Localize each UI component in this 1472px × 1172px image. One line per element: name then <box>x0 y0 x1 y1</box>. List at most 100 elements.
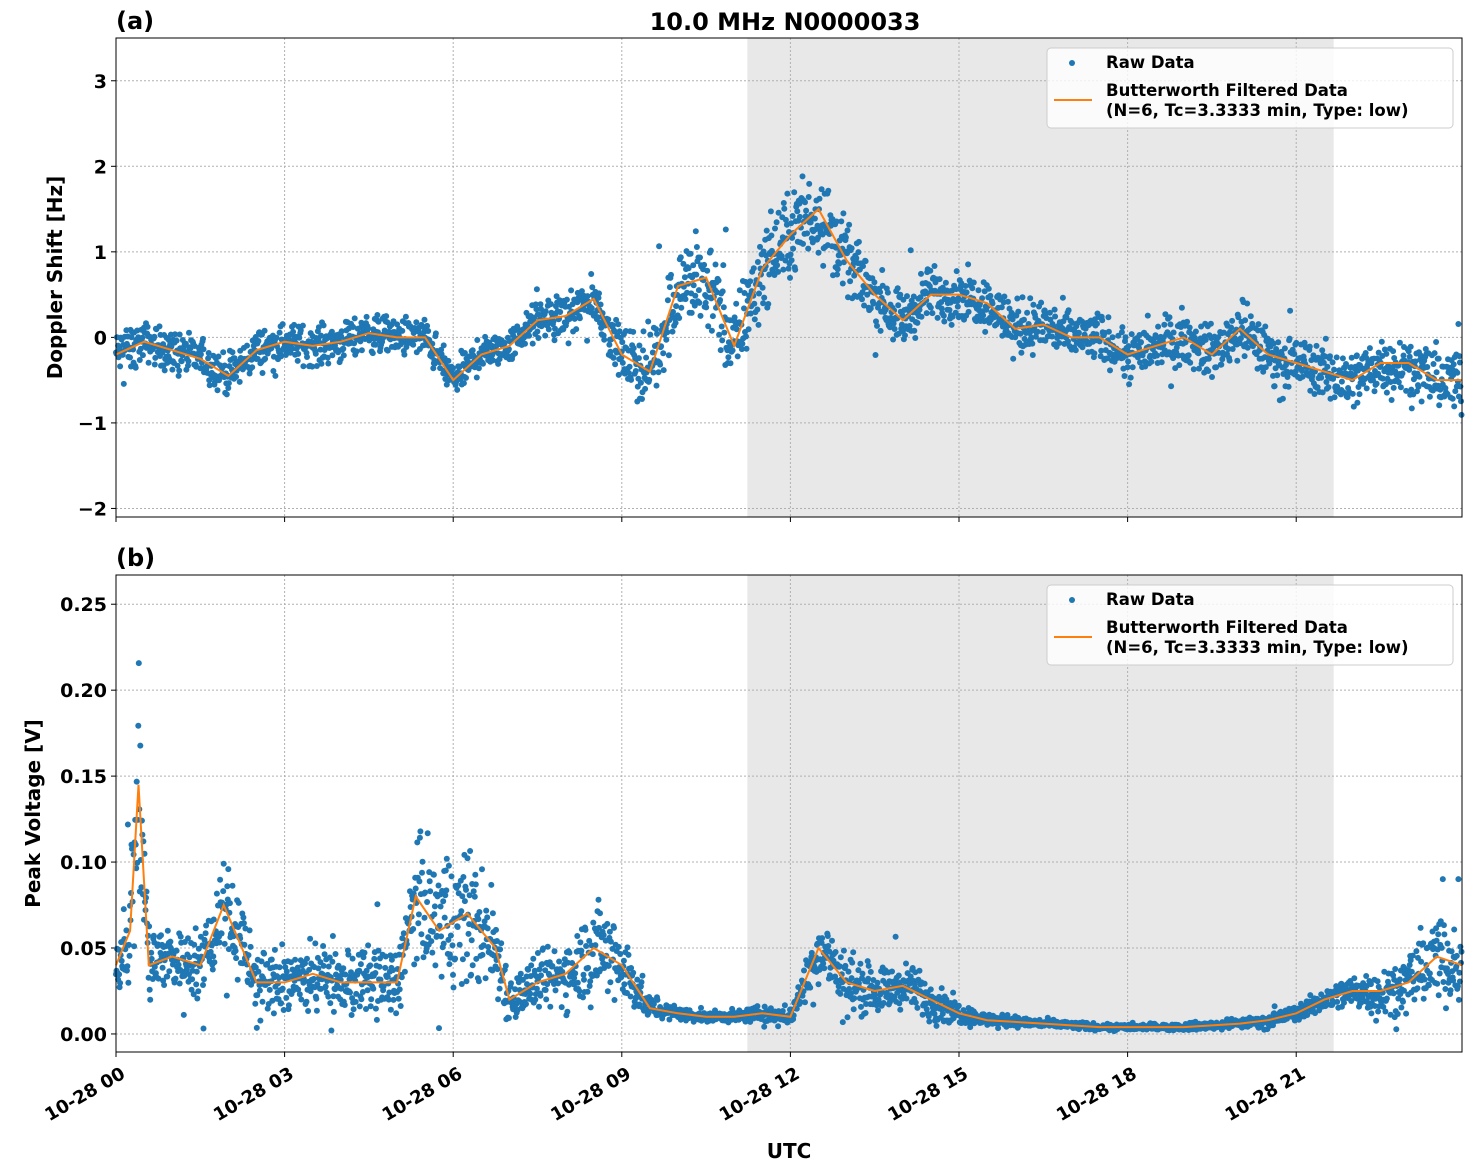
raw-point <box>463 886 469 893</box>
raw-point <box>768 232 775 239</box>
raw-point <box>441 914 448 921</box>
raw-point <box>371 955 378 962</box>
raw-point <box>834 266 841 273</box>
raw-point <box>1271 1003 1278 1010</box>
raw-point <box>596 290 602 297</box>
raw-point <box>177 933 184 940</box>
raw-point <box>906 323 913 329</box>
raw-point <box>469 347 476 354</box>
raw-point <box>178 358 185 365</box>
raw-point <box>916 967 923 974</box>
raw-point <box>709 313 716 320</box>
raw-point <box>995 1025 1002 1032</box>
raw-point <box>1354 399 1361 406</box>
raw-point <box>1388 397 1395 403</box>
raw-point <box>189 976 196 983</box>
raw-point <box>424 830 431 837</box>
raw-point <box>782 257 789 264</box>
raw-point <box>320 322 327 329</box>
raw-point <box>201 976 207 983</box>
raw-point <box>693 244 700 250</box>
x-tick-label: 10-28 15 <box>884 1063 971 1126</box>
raw-point <box>232 947 239 954</box>
raw-point <box>965 261 972 268</box>
raw-point <box>126 952 133 959</box>
raw-point <box>650 369 657 376</box>
raw-point <box>329 958 336 965</box>
raw-point <box>374 901 381 908</box>
raw-point <box>867 968 874 975</box>
raw-point <box>1034 328 1041 335</box>
raw-point <box>1195 350 1202 357</box>
raw-point <box>839 1019 846 1026</box>
raw-point <box>440 940 447 947</box>
raw-point <box>432 330 439 337</box>
panel-b: 10-28 00 10-28 03 10-28 06 10-28 09 10-28 12… <box>21 544 1465 1126</box>
raw-point <box>825 187 832 194</box>
raw-point <box>836 260 843 267</box>
raw-point <box>292 956 299 963</box>
raw-point <box>1184 318 1191 325</box>
raw-point <box>665 352 672 359</box>
raw-point <box>1129 364 1136 371</box>
raw-point <box>240 914 247 921</box>
raw-point <box>473 374 480 381</box>
raw-point <box>864 291 871 298</box>
raw-point <box>358 996 365 1003</box>
raw-point <box>364 987 371 994</box>
raw-point <box>563 296 570 303</box>
raw-point <box>318 360 325 367</box>
raw-point <box>572 970 579 977</box>
raw-point <box>993 313 1000 320</box>
raw-point <box>425 328 432 334</box>
raw-point <box>912 335 919 341</box>
raw-point <box>953 268 960 275</box>
raw-point <box>464 855 471 862</box>
raw-point <box>848 245 855 252</box>
raw-point <box>708 327 715 334</box>
raw-point <box>476 909 483 915</box>
raw-point <box>765 301 772 307</box>
raw-point <box>132 364 139 371</box>
raw-point <box>374 312 381 318</box>
raw-point <box>410 341 417 348</box>
raw-point <box>1166 314 1173 321</box>
raw-point <box>535 335 542 341</box>
raw-point <box>895 972 902 979</box>
raw-point <box>226 900 233 907</box>
raw-point <box>784 190 791 197</box>
raw-point <box>415 911 422 918</box>
raw-point <box>595 294 602 301</box>
raw-point <box>215 353 222 360</box>
raw-point <box>210 953 217 960</box>
y-tick-label: 0.10 <box>60 852 107 874</box>
raw-point <box>1218 361 1225 368</box>
raw-point <box>545 326 552 333</box>
raw-point <box>588 271 595 277</box>
raw-point <box>982 328 989 335</box>
raw-point <box>775 209 782 216</box>
raw-point <box>413 955 420 962</box>
raw-point <box>1155 323 1162 330</box>
raw-point <box>781 1002 788 1009</box>
raw-point <box>1400 352 1407 359</box>
raw-point <box>136 357 143 363</box>
raw-point <box>398 974 405 981</box>
raw-point <box>479 951 486 958</box>
raw-point <box>805 245 812 252</box>
raw-point <box>419 858 426 865</box>
raw-point <box>411 961 418 968</box>
raw-point <box>729 347 736 354</box>
raw-point <box>837 954 844 961</box>
raw-point <box>903 995 910 1002</box>
raw-point <box>605 316 612 323</box>
raw-point <box>236 378 243 385</box>
raw-point <box>222 915 229 922</box>
raw-point <box>1121 373 1128 379</box>
raw-point <box>1029 340 1036 347</box>
raw-point <box>1063 314 1070 321</box>
raw-point <box>200 346 207 353</box>
raw-point <box>1226 357 1233 364</box>
raw-point <box>779 1008 786 1014</box>
raw-point <box>851 995 858 1002</box>
